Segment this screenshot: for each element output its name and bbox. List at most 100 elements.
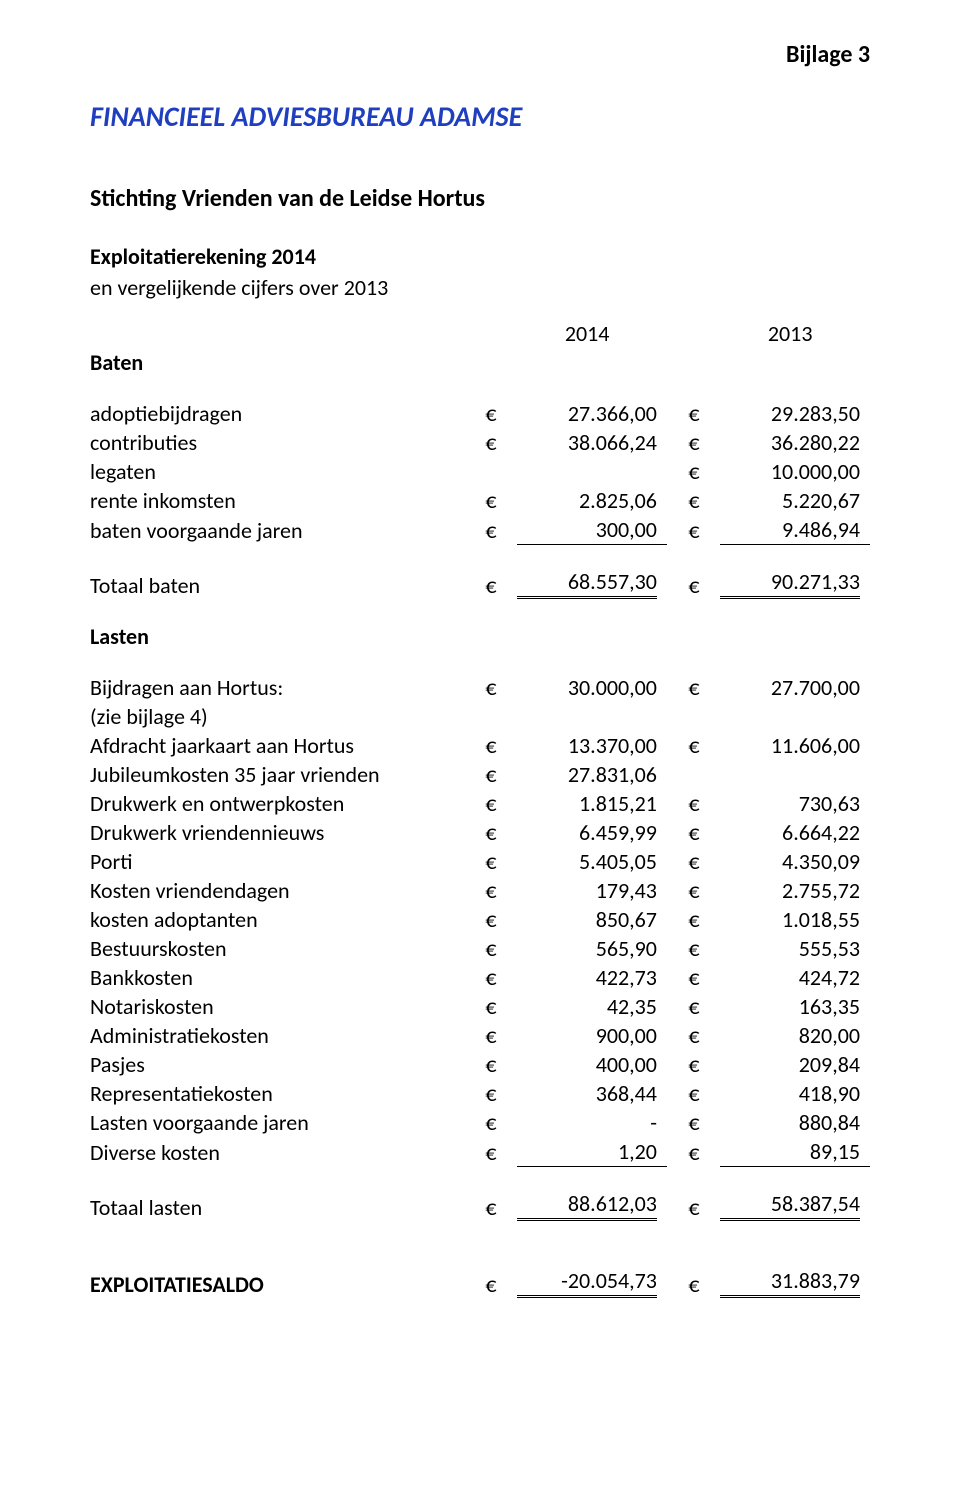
currency: €: [688, 515, 720, 545]
totaal-baten-2013: 90.271,33: [720, 568, 860, 599]
row-value-2014: 850,67: [517, 905, 667, 934]
currency: €: [485, 876, 517, 905]
bijdragen-note-row: (zie bijlage 4): [90, 702, 870, 731]
totaal-lasten-2013: 58.387,54: [720, 1190, 860, 1221]
bijlage-label: Bijlage 3: [90, 40, 870, 69]
row-value-2014: 1.815,21: [517, 789, 667, 818]
baten-heading-row: Baten: [90, 348, 870, 377]
currency: €: [688, 992, 720, 1021]
row-label: contributies: [90, 428, 485, 457]
row-label: Porti: [90, 847, 485, 876]
table-row: Bankkosten€422,73€424,72: [90, 963, 870, 992]
row-value-2014: 5.405,05: [517, 847, 667, 876]
lasten-heading-row: Lasten: [90, 622, 870, 651]
currency: €: [688, 1108, 720, 1137]
section-title: Exploitatierekening 2014: [90, 243, 870, 270]
currency: €: [688, 1050, 720, 1079]
table-row: baten voorgaande jaren€300,00€9.486,94: [90, 515, 870, 545]
currency: €: [688, 934, 720, 963]
row-label: Notariskosten: [90, 992, 485, 1021]
row-value-2014: 300,00: [517, 515, 667, 545]
currency: €: [485, 905, 517, 934]
row-value-2013: 89,15: [720, 1137, 870, 1167]
table-row: contributies€38.066,24€36.280,22: [90, 428, 870, 457]
currency: €: [688, 731, 720, 760]
row-value-2014: 6.459,99: [517, 818, 667, 847]
row-value-2014: [517, 457, 667, 486]
row-label: Representatiekosten: [90, 1079, 485, 1108]
row-value-2013: 1.018,55: [720, 905, 870, 934]
row-value-2014: 422,73: [517, 963, 667, 992]
currency: €: [485, 1108, 517, 1137]
row-label: Lasten voorgaande jaren: [90, 1108, 485, 1137]
lasten-heading: Lasten: [90, 622, 485, 651]
row-value-2013: 163,35: [720, 992, 870, 1021]
table-row: legaten €10.000,00: [90, 457, 870, 486]
row-label: legaten: [90, 457, 485, 486]
row-label: Bestuurskosten: [90, 934, 485, 963]
currency: €: [688, 1266, 720, 1299]
row-value-2014: 27.831,06: [517, 760, 667, 789]
row-value-2013: [720, 760, 870, 789]
table-row: Porti€5.405,05€4.350,09: [90, 847, 870, 876]
currency: €: [485, 1021, 517, 1050]
row-value-2013: 5.220,67: [720, 486, 870, 515]
row-value-2013: 29.283,50: [720, 399, 870, 428]
currency: €: [688, 876, 720, 905]
table-row: Bestuurskosten€565,90€555,53: [90, 934, 870, 963]
totaal-baten-label: Totaal baten: [90, 567, 485, 600]
currency: [688, 760, 720, 789]
row-value-2013: 10.000,00: [720, 457, 870, 486]
currency: €: [688, 789, 720, 818]
bijdragen-2014: 30.000,00: [517, 673, 667, 702]
currency: €: [485, 789, 517, 818]
row-value-2014: -: [517, 1108, 667, 1137]
currency: €: [485, 1137, 517, 1167]
currency: €: [485, 486, 517, 515]
row-value-2013: 36.280,22: [720, 428, 870, 457]
table-row: Afdracht jaarkaart aan Hortus€13.370,00€…: [90, 731, 870, 760]
row-value-2013: 418,90: [720, 1079, 870, 1108]
row-label: Administratiekosten: [90, 1021, 485, 1050]
row-value-2013: 555,53: [720, 934, 870, 963]
row-value-2014: 179,43: [517, 876, 667, 905]
currency: €: [688, 486, 720, 515]
currency: €: [688, 399, 720, 428]
table-row: rente inkomsten€2.825,06€5.220,67: [90, 486, 870, 515]
table-row: Diverse kosten€1,20€89,15: [90, 1137, 870, 1167]
row-value-2013: 209,84: [720, 1050, 870, 1079]
currency: €: [485, 963, 517, 992]
currency: [485, 457, 517, 486]
totaal-lasten-2014: 88.612,03: [517, 1190, 657, 1221]
row-label: Kosten vriendendagen: [90, 876, 485, 905]
currency: €: [485, 731, 517, 760]
currency: €: [688, 905, 720, 934]
table-row: Drukwerk en ontwerpkosten€1.815,21€730,6…: [90, 789, 870, 818]
currency: €: [688, 1079, 720, 1108]
saldo-row: EXPLOITATIESALDO € -20.054,73 € 31.883,7…: [90, 1266, 870, 1299]
currency: €: [688, 847, 720, 876]
totaal-baten-2014: 68.557,30: [517, 568, 657, 599]
row-value-2013: 2.755,72: [720, 876, 870, 905]
foundation-name: Stichting Vrienden van de Leidse Hortus: [90, 184, 870, 213]
row-value-2014: 27.366,00: [517, 399, 667, 428]
year-2013: 2013: [720, 319, 870, 348]
currency: €: [688, 818, 720, 847]
currency: €: [485, 673, 517, 702]
currency: €: [688, 457, 720, 486]
currency: €: [485, 1079, 517, 1108]
table-row: Notariskosten€42,35€163,35: [90, 992, 870, 1021]
currency: €: [688, 673, 720, 702]
row-value-2014: 900,00: [517, 1021, 667, 1050]
row-label: Bankkosten: [90, 963, 485, 992]
table-row: Representatiekosten€368,44€418,90: [90, 1079, 870, 1108]
table-row: kosten adoptanten€850,67€1.018,55: [90, 905, 870, 934]
currency: €: [688, 963, 720, 992]
currency: €: [688, 567, 720, 600]
currency: €: [485, 760, 517, 789]
row-value-2013: 9.486,94: [720, 515, 870, 545]
saldo-2013: 31.883,79: [720, 1267, 860, 1298]
row-label: rente inkomsten: [90, 486, 485, 515]
currency: €: [485, 847, 517, 876]
row-value-2013: 4.350,09: [720, 847, 870, 876]
